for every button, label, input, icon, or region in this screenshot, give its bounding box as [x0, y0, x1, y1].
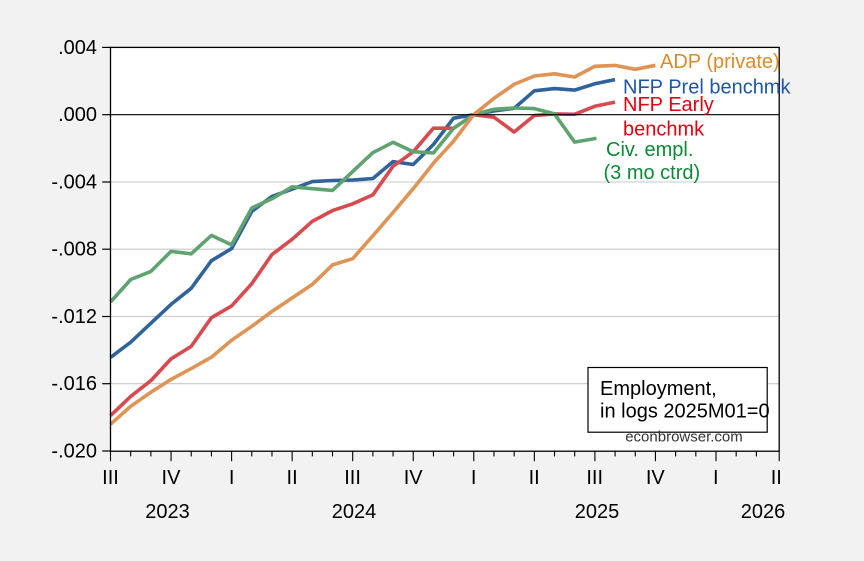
svg-text:econbrowser.com: econbrowser.com	[625, 429, 743, 446]
svg-text:2024: 2024	[332, 501, 377, 523]
svg-text:III: III	[102, 467, 119, 489]
svg-text:.000: .000	[58, 104, 97, 126]
svg-text:-.020: -.020	[51, 441, 97, 463]
svg-text:II: II	[287, 467, 298, 489]
svg-text:-.016: -.016	[51, 373, 97, 395]
svg-text:benchmk: benchmk	[623, 119, 705, 141]
svg-text:in logs 2025M01=0: in logs 2025M01=0	[600, 401, 770, 423]
svg-text:I: I	[471, 467, 477, 489]
svg-text:III: III	[586, 467, 603, 489]
svg-text:-.008: -.008	[51, 239, 97, 261]
svg-text:2026: 2026	[741, 501, 786, 523]
svg-text:IV: IV	[646, 467, 666, 489]
svg-text:NFP Early: NFP Early	[623, 94, 714, 116]
svg-text:Civ. empl.: Civ. empl.	[606, 139, 693, 161]
svg-text:II: II	[771, 467, 782, 489]
svg-text:II: II	[529, 467, 540, 489]
svg-text:-.004: -.004	[51, 172, 97, 194]
svg-text:2025: 2025	[575, 501, 620, 523]
svg-text:.004: .004	[58, 37, 97, 59]
svg-text:(3 mo ctrd): (3 mo ctrd)	[604, 162, 701, 184]
svg-text:Employment,: Employment,	[600, 378, 717, 400]
svg-text:2023: 2023	[145, 501, 190, 523]
svg-text:I: I	[713, 467, 719, 489]
svg-text:IV: IV	[162, 467, 182, 489]
svg-text:ADP (private): ADP (private)	[660, 51, 780, 73]
svg-text:NFP Prel benchmk: NFP Prel benchmk	[623, 77, 791, 99]
svg-text:-.012: -.012	[51, 306, 97, 328]
svg-text:III: III	[344, 467, 361, 489]
svg-text:IV: IV	[404, 467, 424, 489]
svg-text:I: I	[229, 467, 235, 489]
